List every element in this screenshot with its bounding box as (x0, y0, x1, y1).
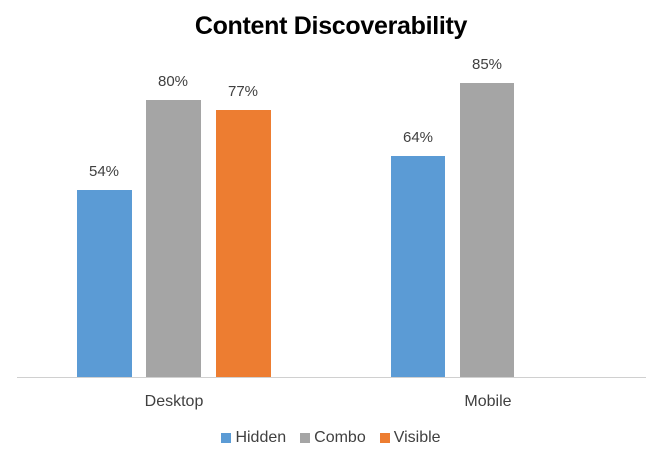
label-desktop-combo: 80% (157, 73, 189, 90)
legend-item-combo: Combo (300, 429, 366, 447)
category-label-mobile: Mobile (464, 393, 512, 410)
label-mobile-combo: 85% (471, 56, 503, 73)
legend: Hidden Combo Visible (0, 429, 662, 447)
chart-title: Content Discoverability (194, 12, 468, 40)
category-label-desktop: Desktop (144, 393, 204, 410)
label-desktop-visible: 77% (227, 83, 259, 100)
legend-label-hidden: Hidden (235, 429, 287, 446)
legend-label-combo: Combo (314, 429, 366, 446)
bar-desktop-combo (146, 100, 201, 377)
legend-swatch-visible-icon (379, 433, 390, 443)
label-mobile-hidden: 64% (402, 129, 434, 146)
legend-label-visible: Visible (393, 429, 441, 446)
legend-swatch-hidden-icon (221, 433, 232, 443)
bar-mobile-combo (460, 83, 514, 377)
legend-item-visible: Visible (379, 429, 441, 447)
bar-desktop-visible (216, 110, 271, 377)
x-axis-line (17, 377, 646, 378)
legend-item-hidden: Hidden (221, 429, 286, 447)
legend-swatch-combo-icon (300, 433, 311, 443)
bar-mobile-hidden (391, 156, 445, 377)
bar-desktop-hidden (77, 190, 132, 377)
label-desktop-hidden: 54% (88, 163, 120, 180)
